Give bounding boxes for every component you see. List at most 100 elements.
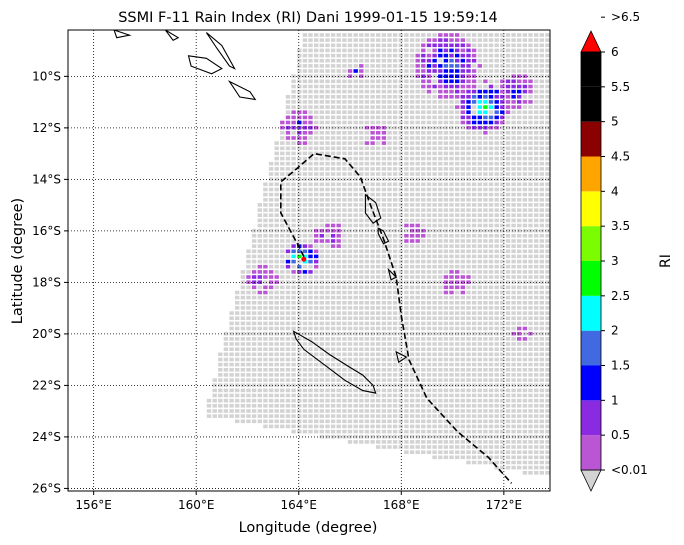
rain-pixel: [381, 100, 387, 104]
rain-pixel: [494, 33, 499, 37]
rain-pixel: [432, 38, 437, 42]
rain-pixel: [494, 368, 499, 372]
rain-pixel: [274, 342, 279, 346]
rain-pixel: [460, 331, 465, 336]
rain-pixel: [297, 69, 302, 73]
rain-pixel: [421, 357, 426, 362]
rain-pixel: [539, 460, 544, 465]
rain-pixel: [319, 264, 324, 269]
rain-pixel: [409, 146, 415, 151]
rain-pixel: [471, 316, 477, 320]
rain-pixel: [342, 213, 347, 217]
rain-pixel: [274, 404, 279, 408]
rain-pixel: [511, 429, 516, 434]
rain-pixel: [522, 414, 528, 418]
rain-pixel: [398, 404, 403, 408]
rain-pixel: [308, 326, 313, 331]
rain-pixel: [455, 156, 460, 161]
rain-pixel: [285, 259, 291, 264]
rain-pixel: [353, 295, 358, 300]
rain-pixel: [370, 295, 375, 300]
rain-pixel: [336, 84, 341, 89]
rain-pixel: [235, 326, 240, 331]
rain-pixel: [466, 69, 471, 73]
rain-pixel: [336, 161, 341, 166]
rain-pixel: [376, 290, 381, 295]
rain-pixel: [415, 434, 420, 439]
rain-pixel: [398, 38, 403, 42]
rain-pixel: [280, 161, 285, 166]
rain-pixel: [438, 48, 443, 53]
rain-pixel: [330, 383, 336, 387]
rain-pixel: [505, 156, 511, 161]
rain-pixel: [409, 311, 415, 315]
rain-pixel: [212, 414, 217, 418]
rain-pixel: [392, 378, 398, 382]
rain-pixel: [517, 69, 522, 73]
rain-pixel: [438, 167, 443, 171]
rain-pixel: [218, 362, 223, 367]
rain-pixel: [308, 105, 313, 109]
rain-pixel: [539, 136, 544, 140]
rain-pixel: [297, 301, 302, 305]
rain-pixel: [398, 177, 403, 181]
rain-pixel: [235, 316, 240, 320]
rain-pixel: [392, 398, 398, 403]
rain-pixel: [347, 424, 353, 429]
rain-pixel: [302, 259, 308, 264]
rain-pixel: [398, 208, 403, 212]
rain-pixel: [280, 414, 285, 418]
rain-pixel: [370, 43, 375, 48]
rain-pixel: [539, 424, 544, 429]
rain-pixel: [483, 455, 488, 460]
rain-pixel: [415, 285, 420, 290]
rain-pixel: [387, 373, 392, 377]
rain-pixel: [466, 95, 471, 99]
rain-pixel: [302, 58, 308, 63]
rain-pixel: [449, 311, 454, 315]
rain-pixel: [297, 115, 302, 120]
rain-pixel: [477, 404, 482, 408]
rain-pixel: [483, 326, 488, 331]
rain-pixel: [325, 393, 330, 398]
rain-pixel: [500, 79, 505, 84]
rain-pixel: [319, 388, 324, 393]
rain-pixel: [471, 373, 477, 377]
rain-pixel: [347, 69, 353, 73]
rain-pixel: [376, 136, 381, 140]
rain-pixel: [528, 388, 533, 393]
rain-pixel: [421, 239, 426, 243]
rain-pixel: [274, 208, 279, 212]
rain-pixel: [460, 89, 465, 94]
rain-pixel: [376, 172, 381, 176]
rain-pixel: [285, 424, 291, 429]
rain-pixel: [488, 264, 494, 269]
rain-pixel: [438, 393, 443, 398]
rain-pixel: [319, 58, 324, 63]
rain-pixel: [517, 285, 522, 290]
rain-pixel: [466, 239, 471, 243]
rain-pixel: [302, 79, 308, 84]
rain-pixel: [291, 172, 296, 176]
rain-pixel: [353, 404, 358, 408]
rain-pixel: [347, 100, 353, 104]
rain-pixel: [347, 378, 353, 382]
rain-pixel: [342, 172, 347, 176]
rain-pixel: [443, 409, 449, 413]
rain-pixel: [336, 105, 341, 109]
rain-pixel: [381, 414, 387, 418]
rain-pixel: [302, 357, 308, 362]
rain-pixel: [280, 342, 285, 346]
rain-pixel: [534, 38, 539, 42]
rain-pixel: [426, 120, 432, 125]
rain-pixel: [330, 434, 336, 439]
rain-pixel: [257, 306, 262, 310]
rain-pixel: [432, 198, 437, 202]
rain-pixel: [325, 270, 330, 274]
rain-pixel: [460, 223, 465, 228]
rain-pixel: [302, 228, 308, 233]
rain-pixel: [376, 105, 381, 109]
rain-pixel: [477, 249, 482, 254]
rain-pixel: [522, 53, 528, 58]
rain-pixel: [370, 89, 375, 94]
